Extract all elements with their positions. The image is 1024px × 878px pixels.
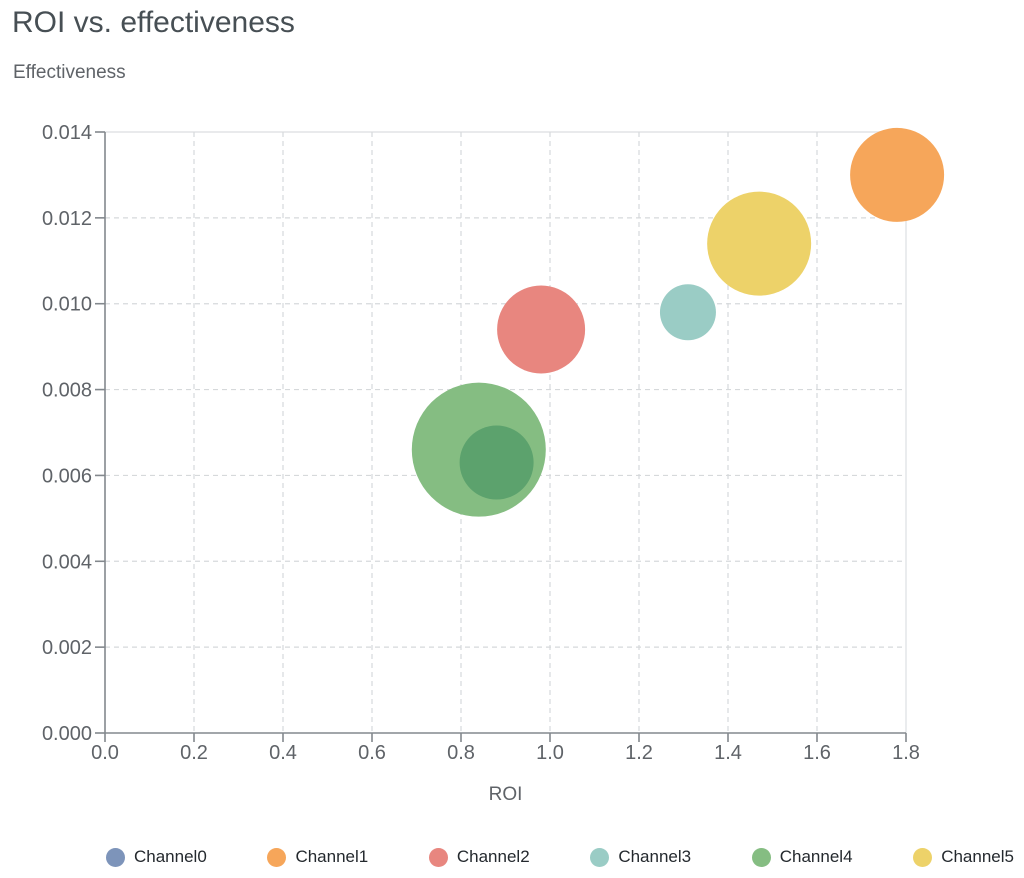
- legend-item-channel2[interactable]: Channel2: [428, 847, 530, 867]
- legend-label: Channel2: [456, 847, 530, 866]
- x-axis-title: ROI: [488, 784, 523, 805]
- legend-item-channel1[interactable]: Channel1: [267, 847, 368, 867]
- y-axis-title: Effectiveness: [13, 62, 126, 83]
- legend-label: Channel1: [295, 847, 369, 866]
- legend-swatch-icon: [751, 847, 771, 867]
- y-tick-label: 0.010: [42, 294, 92, 316]
- legend-item-channel5[interactable]: Channel5: [913, 847, 1014, 867]
- x-tick-label: 1.2: [625, 742, 653, 764]
- legend-swatch-icon: [913, 847, 933, 867]
- legend-label: Channel5: [941, 847, 1014, 866]
- x-tick-label: 1.8: [892, 742, 920, 764]
- x-tick-label: 0.8: [447, 742, 475, 764]
- x-tick-label: 0.2: [180, 742, 208, 764]
- bubble-channel3[interactable]: [659, 284, 716, 341]
- y-tick-label: 0.002: [42, 637, 92, 659]
- legend-swatch-icon: [590, 847, 610, 867]
- x-tick-label: 1.4: [714, 742, 742, 764]
- legend-swatch-icon: [267, 847, 287, 867]
- legend-swatch-icon: [428, 847, 448, 867]
- legend-label: Channel4: [779, 847, 853, 866]
- y-tick-label: 0.008: [42, 380, 92, 402]
- y-tick-label: 0.004: [42, 551, 92, 573]
- bubble-channel5[interactable]: [707, 191, 812, 296]
- x-tick-label: 0.0: [91, 742, 119, 764]
- y-tick-label: 0.000: [42, 723, 92, 745]
- y-tick-label: 0.014: [42, 122, 92, 144]
- bubble-channel1[interactable]: [850, 127, 945, 222]
- legend-item-channel0[interactable]: Channel0: [106, 847, 207, 867]
- y-tick-label: 0.012: [42, 208, 92, 230]
- legend-label: Channel3: [618, 847, 692, 866]
- chart-legend: Channel0 Channel1 Channel2 Channel3 Channel4…: [106, 843, 1014, 871]
- x-tick-label: 1.0: [536, 742, 564, 764]
- y-tick-label: 0.006: [42, 465, 92, 487]
- x-tick-label: 0.4: [269, 742, 297, 764]
- bubble-channel0[interactable]: [459, 425, 534, 500]
- plot-area: 0.000 0.002 0.004 0.006 0.008 0.010 0.012 0.014…: [42, 122, 945, 764]
- chart-title: ROI vs. effectiveness: [12, 6, 295, 39]
- legend-label: Channel0: [134, 847, 207, 866]
- x-tick-label: 1.6: [803, 742, 831, 764]
- bubble-channel2[interactable]: [497, 285, 586, 374]
- legend-swatch-icon: [106, 847, 125, 867]
- x-tick-label: 0.6: [358, 742, 386, 764]
- legend-item-channel3[interactable]: Channel3: [590, 847, 691, 867]
- legend-item-channel4[interactable]: Channel4: [751, 847, 853, 867]
